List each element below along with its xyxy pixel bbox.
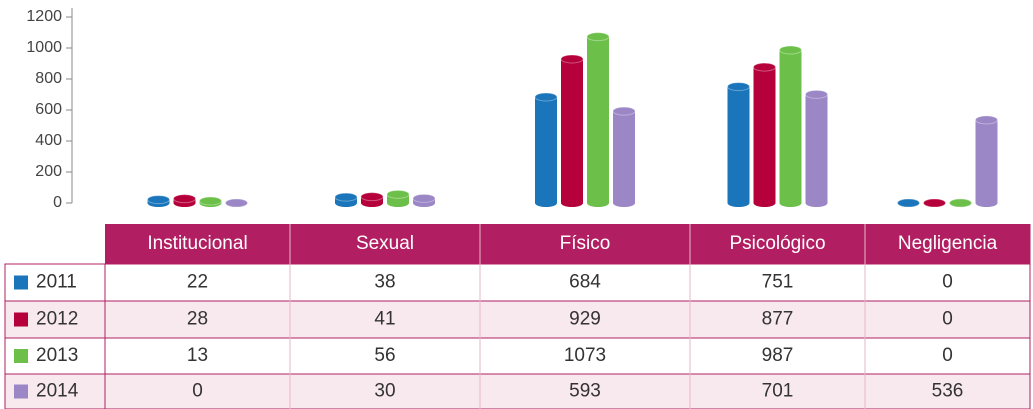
legend-swatch: [14, 349, 28, 363]
legend-label: 2011: [36, 272, 77, 293]
table-cell: 0: [192, 381, 203, 402]
table-cell: 684: [569, 272, 601, 293]
legend-swatch: [14, 275, 28, 290]
bar-cap: [360, 192, 384, 202]
bar-base: [387, 199, 409, 207]
bar-base: [361, 199, 383, 207]
bar-cap: [727, 82, 750, 92]
table-header: [105, 224, 1030, 264]
bar-cap: [923, 198, 946, 208]
y-tick-label: 200: [35, 163, 62, 180]
bar: [805, 94, 828, 203]
bar-cap: [586, 32, 610, 42]
bar-cap: [173, 194, 196, 204]
bar-cap: [560, 54, 584, 64]
legend-swatch: [14, 312, 28, 327]
table-cell: 28: [187, 309, 208, 330]
y-tick-label: 1000: [26, 39, 62, 56]
table-cell: 13: [187, 345, 208, 366]
y-tick-label: 600: [35, 101, 62, 118]
bar: [587, 36, 609, 204]
table-row: [4, 263, 1031, 302]
table-cell: 38: [374, 272, 395, 293]
table-header-label: Psicológico: [729, 233, 825, 254]
bar: [387, 194, 409, 203]
table-cell: 1073: [564, 345, 606, 366]
bar-cap: [199, 196, 222, 206]
bar-cap: [412, 193, 436, 203]
bar-cap: [753, 62, 776, 72]
legend-label: 2014: [36, 381, 79, 402]
bar-cap: [949, 198, 972, 208]
bar-cap: [612, 106, 636, 116]
table-cell: 22: [187, 272, 208, 293]
table-header-label: Negligencia: [898, 233, 998, 254]
table-cell: 593: [569, 381, 601, 402]
legend-label: 2013: [36, 345, 78, 366]
bar-base: [727, 199, 750, 207]
bar-cap: [805, 89, 828, 99]
legend-label: 2012: [36, 309, 78, 330]
table-cell: 41: [374, 309, 395, 330]
bar-base: [805, 199, 828, 207]
bar-base: [613, 199, 635, 207]
bar: [727, 86, 750, 203]
table-header-label: Físico: [560, 233, 611, 254]
table-row: [4, 337, 1031, 375]
bar-cap: [147, 195, 170, 205]
bar: [613, 111, 635, 203]
bar-cap: [779, 45, 802, 55]
table-cell: 30: [374, 381, 395, 402]
table-cell: 987: [762, 345, 794, 366]
bar: [535, 96, 557, 203]
bar-base: [779, 199, 802, 207]
bar-base: [975, 199, 998, 207]
bar-cap: [975, 115, 998, 125]
bar-cap: [534, 92, 558, 102]
table-cell: 56: [374, 345, 395, 366]
table-cell: 536: [932, 381, 964, 402]
y-tick-label: 0: [53, 194, 62, 211]
bar: [975, 119, 998, 203]
table-row: [4, 373, 1031, 409]
bar-cap: [225, 198, 248, 208]
bar-cap: [334, 192, 358, 202]
table-cell: 0: [942, 345, 953, 366]
bar-base: [535, 199, 557, 207]
bar-base: [561, 199, 583, 207]
y-tick-label: 400: [35, 132, 62, 149]
table-cell: 877: [762, 309, 794, 330]
table-header-label: Institucional: [147, 233, 247, 254]
legend-swatch: [14, 384, 28, 399]
table-cell: 0: [942, 272, 953, 293]
bar-cap: [386, 189, 410, 199]
table-cell: 751: [762, 272, 794, 293]
table-cell: 701: [762, 381, 794, 402]
table-row: [4, 300, 1031, 339]
table-header-label: Sexual: [356, 233, 414, 254]
bar: [753, 67, 776, 203]
bar-base: [335, 199, 357, 207]
y-tick-label: 800: [35, 70, 62, 87]
bar-base: [587, 199, 609, 207]
bar: [779, 50, 802, 203]
bar: [561, 59, 583, 203]
bar-cap: [897, 198, 920, 208]
table-cell: 0: [942, 309, 953, 330]
y-tick-label: 1200: [26, 8, 62, 25]
table-cell: 929: [569, 309, 601, 330]
bar-base: [753, 199, 776, 207]
